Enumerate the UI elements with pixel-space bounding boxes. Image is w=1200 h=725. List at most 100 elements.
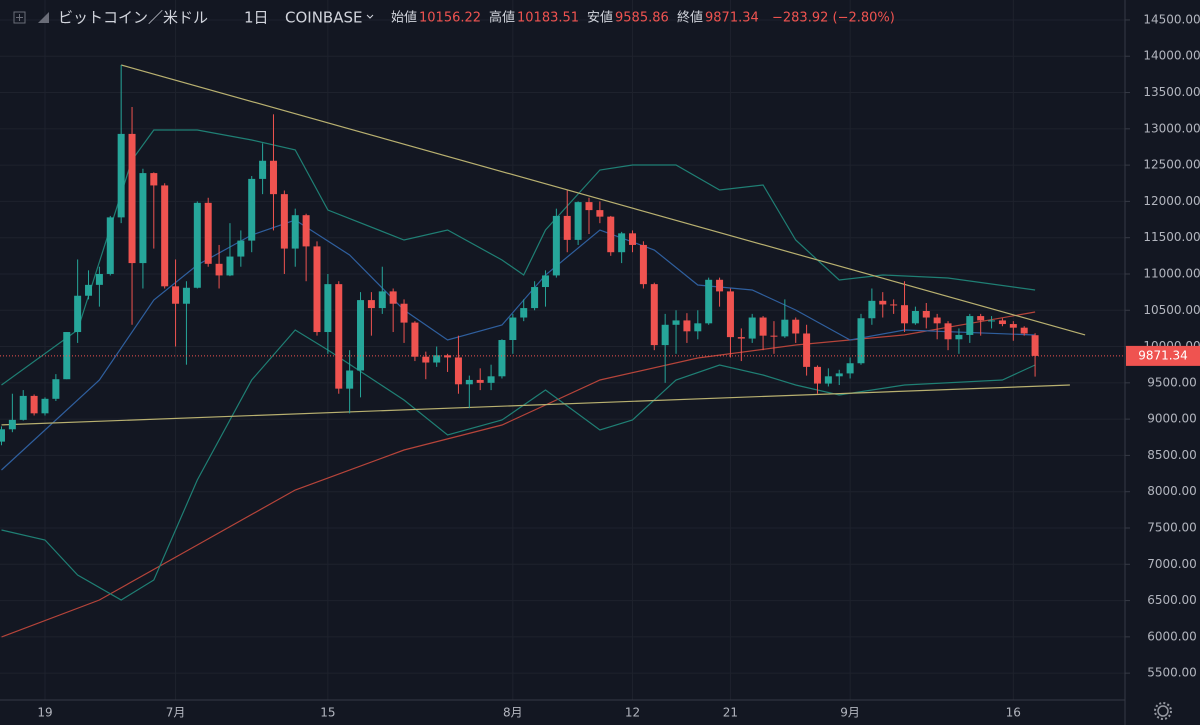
candle-body (150, 173, 158, 186)
candle-body (269, 160, 277, 195)
candle-body (857, 318, 865, 364)
last-price-label: 9871.34 (1138, 348, 1188, 362)
candle-body (552, 215, 560, 276)
x-tick-label: 19 (37, 706, 52, 720)
icon[interactable] (38, 12, 49, 23)
candle-body (128, 133, 136, 264)
x-tick-label: 7月 (166, 706, 186, 720)
y-tick-label: 11000.00 (1143, 266, 1200, 280)
candle-body (835, 373, 843, 377)
last-price-tag (1126, 345, 1200, 366)
candle-body (74, 295, 82, 333)
candle-body (966, 316, 974, 335)
candle-body (204, 202, 212, 264)
y-tick-label: 12500.00 (1143, 158, 1200, 172)
candle-body (85, 284, 93, 296)
candle-body (911, 310, 919, 324)
indicator-line (1, 384, 1070, 426)
change: −283.92 (−2.80%) (772, 11, 895, 26)
candle-body (509, 317, 517, 341)
ohlc-value: 9871.34 (705, 11, 759, 26)
candle-body (879, 300, 887, 305)
candle-body (694, 323, 702, 332)
ohlc-value: 10183.51 (517, 11, 579, 26)
indicator-line (1, 129, 1036, 386)
y-tick-label: 11500.00 (1143, 230, 1200, 244)
candle-body (629, 233, 637, 245)
candle-body (716, 279, 724, 292)
candle-body (226, 256, 234, 276)
icon[interactable] (1157, 705, 1169, 717)
candle-body (0, 429, 5, 442)
candle-body (193, 202, 201, 288)
candle-body (313, 246, 321, 333)
dropdown-icon[interactable] (366, 14, 374, 19)
candle-body (215, 263, 223, 276)
candle-body (890, 304, 898, 306)
y-tick-label: 14000.00 (1143, 49, 1200, 63)
icon[interactable] (13, 11, 26, 24)
candle-body (1009, 324, 1017, 328)
candle-body (422, 356, 430, 363)
candle-body (41, 398, 49, 414)
ohlc-label: 安値 (587, 10, 613, 26)
candle-body (585, 202, 593, 211)
candle-body (291, 215, 299, 249)
y-tick-label: 13500.00 (1143, 85, 1200, 99)
candle-body (737, 337, 745, 339)
settings-icon[interactable] (1154, 702, 1172, 720)
y-tick-label: 8500.00 (1147, 448, 1197, 462)
ohlc-value: 9585.86 (615, 11, 669, 26)
candle-body (106, 217, 114, 274)
candle-body (335, 284, 343, 389)
candle-body (465, 379, 473, 385)
candle-body (52, 379, 60, 399)
candle-body (803, 333, 811, 367)
candle-body (139, 173, 147, 264)
candles (0, 64, 1125, 446)
candle-body (19, 395, 27, 420)
candle-body (172, 286, 180, 304)
x-tick-label: 15 (320, 706, 335, 720)
candle-body (182, 287, 190, 304)
y-tick-label: 9000.00 (1147, 412, 1197, 426)
candle-body (944, 323, 952, 340)
candle-body (531, 287, 539, 309)
candle-body (933, 317, 941, 324)
candle-body (8, 419, 16, 430)
candle-body (574, 202, 582, 240)
candle-body (846, 363, 854, 374)
candle-body (346, 370, 354, 389)
ohlc-value: 10156.22 (419, 11, 481, 26)
candle-body (759, 317, 767, 336)
candle-body (792, 319, 800, 334)
candle-body (324, 284, 332, 333)
candle-body (563, 215, 571, 240)
candle-body (259, 160, 267, 179)
candle-body (367, 300, 375, 309)
indicator-line (121, 64, 1086, 336)
indicator-line (1, 311, 1036, 638)
candle-body (302, 215, 310, 247)
candle-body (400, 303, 408, 323)
candle-body (824, 376, 832, 384)
exchange[interactable]: COINBASE (285, 9, 362, 27)
candle-body (661, 324, 669, 346)
candle-body (683, 320, 691, 332)
candle-body (607, 216, 615, 253)
candle-body (977, 316, 985, 321)
y-tick-label: 10500.00 (1143, 303, 1200, 317)
candle-body (1031, 335, 1039, 356)
candle-body (596, 210, 604, 217)
candle-body (868, 300, 876, 319)
x-tick-label: 12 (625, 706, 640, 720)
indicator-line (1, 329, 1036, 601)
candle-body (672, 320, 680, 325)
candle-body (813, 366, 821, 384)
candle-body (498, 340, 506, 377)
candle-body (433, 355, 441, 363)
y-tick-label: 6000.00 (1147, 629, 1197, 643)
candle-body (487, 376, 495, 383)
